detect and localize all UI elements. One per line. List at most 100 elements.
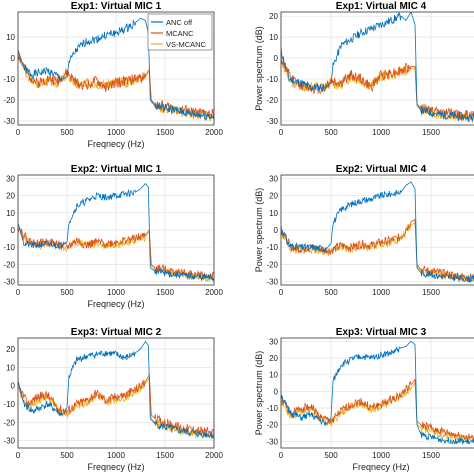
x-tick-label: 2000 (205, 451, 223, 460)
y-tick-label: -20 (266, 260, 278, 269)
x-tick-label: 1500 (156, 288, 174, 297)
axes-frame (17, 11, 215, 126)
y-tick-label: 20 (6, 345, 15, 354)
x-tick-label: 1500 (422, 451, 440, 460)
axes-frame (17, 174, 215, 286)
y-tick-label: 10 (6, 33, 15, 42)
x-tick-label: 1000 (372, 128, 390, 137)
y-tick-label: 20 (269, 12, 278, 21)
x-tick-label: 1000 (107, 128, 125, 137)
y-tick-label: -30 (3, 117, 15, 126)
x-axis-label: Freqnecy (Hz) (87, 139, 144, 149)
series-line-mcanc (281, 378, 474, 442)
y-tick-label: -30 (3, 437, 15, 446)
y-tick-label: -20 (3, 418, 15, 427)
panel-title: Exp3: Virtual MIC 3 (336, 327, 427, 338)
y-tick-label: -30 (266, 437, 278, 446)
y-tick-label: -10 (3, 400, 15, 409)
y-tick-label: 20 (269, 192, 278, 201)
y-tick-label: -20 (3, 96, 15, 105)
x-tick-label: 1500 (422, 288, 440, 297)
y-tick-label: -30 (266, 117, 278, 126)
x-tick-label: 1000 (372, 451, 390, 460)
series-line-anc-off (18, 341, 214, 439)
panel-title: Exp1: Virtual MIC 1 (71, 1, 162, 12)
plot-area (281, 12, 474, 125)
x-tick-label: 500 (324, 451, 338, 460)
axes-frame (280, 174, 474, 286)
y-tick-label: 0 (274, 54, 279, 63)
series-group (18, 183, 214, 283)
axes-frame (17, 337, 215, 449)
series-group (281, 181, 474, 283)
x-tick-label: 1000 (107, 288, 125, 297)
axes-frame (280, 337, 474, 449)
series-line-anc-off (18, 17, 214, 121)
y-tick-label: 0 (274, 387, 279, 396)
series-line-anc-off (281, 181, 474, 283)
y-tick-label: 10 (269, 209, 278, 218)
series-line-vs-mcanc (18, 377, 214, 440)
x-axis-label: Freqnecy (Hz) (352, 462, 409, 472)
plot-area (281, 338, 474, 448)
x-axis-label: Freqnecy (Hz) (87, 299, 144, 309)
x-tick-label: 0 (16, 451, 21, 460)
series-line-anc-off (18, 183, 214, 282)
series-line-anc-off (281, 340, 474, 446)
y-tick-label: 10 (6, 209, 15, 218)
panel-title: Exp3: Virtual MIC 2 (71, 327, 162, 338)
x-tick-label: 0 (279, 451, 284, 460)
x-tick-label: 1500 (156, 128, 174, 137)
y-tick-label: 10 (6, 363, 15, 372)
y-tick-label: 0 (11, 54, 16, 63)
y-tick-label: 30 (6, 174, 15, 183)
legend: ANC off MCANC VS-MCANC (147, 13, 213, 51)
x-tick-label: 500 (324, 128, 338, 137)
series-line-anc-off (281, 12, 474, 123)
legend-entry-vs-mcanc: VS-MCANC (166, 40, 207, 49)
panel-title: Exp1: Virtual MIC 4 (336, 1, 427, 12)
x-axis-label: Freqnecy (Hz) (87, 462, 144, 472)
x-tick-label: 500 (60, 128, 74, 137)
y-tick-label: -20 (3, 260, 15, 269)
y-axis-label: Power spectrum (dB) (254, 188, 264, 273)
legend-entry-mcanc: MCANC (166, 29, 194, 38)
y-tick-label: -10 (3, 243, 15, 252)
x-tick-label: 2000 (205, 288, 223, 297)
y-tick-label: -10 (3, 75, 15, 84)
y-axis-label: Power spectrum (dB) (254, 351, 264, 436)
y-tick-label: 0 (274, 226, 279, 235)
y-tick-label: 0 (11, 226, 16, 235)
panel-title: Exp2: Virtual MIC 1 (71, 164, 162, 175)
x-tick-label: 500 (60, 288, 74, 297)
y-tick-label: -10 (266, 75, 278, 84)
series-line-mcanc (281, 55, 474, 121)
series-group (281, 12, 474, 123)
y-tick-label: -20 (266, 96, 278, 105)
chart-panel-1: 0 500 1000 1500 2000 -30 -20 -10 0 10 Exp1: Virtua… (3, 1, 223, 149)
y-tick-label: 30 (269, 174, 278, 183)
y-tick-label: -10 (266, 404, 278, 413)
x-tick-label: 2000 (205, 128, 223, 137)
legend-entry-anc-off: ANC off (166, 18, 193, 27)
x-tick-label: 500 (324, 288, 338, 297)
x-tick-label: 0 (16, 288, 21, 297)
series-line-mcanc (18, 373, 214, 438)
series-line-mcanc (281, 219, 474, 282)
y-tick-label: 20 (269, 354, 278, 363)
y-tick-label: -30 (3, 278, 15, 287)
y-tick-label: 10 (269, 33, 278, 42)
axes-frame (280, 11, 474, 126)
y-tick-label: -20 (266, 421, 278, 430)
y-tick-label: -30 (266, 278, 278, 287)
series-group (18, 17, 214, 122)
y-tick-label: 30 (269, 337, 278, 346)
x-tick-label: 0 (279, 128, 284, 137)
x-tick-label: 0 (279, 288, 284, 297)
x-tick-label: 1500 (156, 451, 174, 460)
y-tick-label: 10 (269, 371, 278, 380)
